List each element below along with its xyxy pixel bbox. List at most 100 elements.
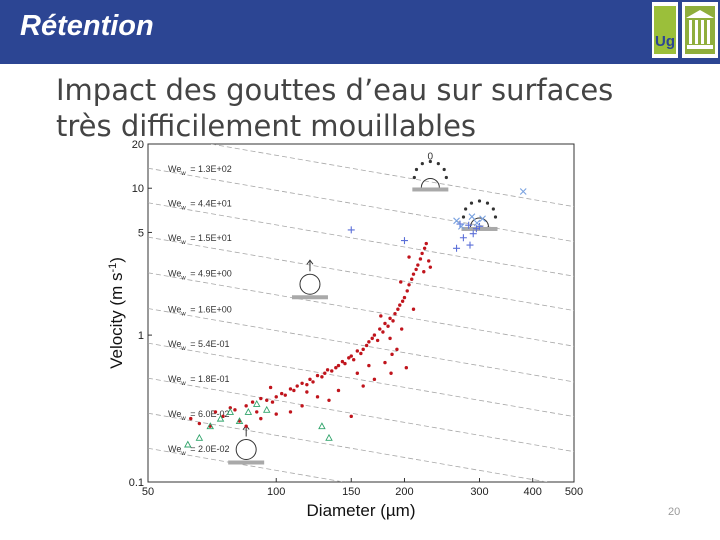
- data-point-s4-11: [325, 433, 333, 441]
- weber-line-10: [148, 447, 347, 482]
- data-point-s1-67: [428, 265, 433, 269]
- data-point-s1-24: [311, 380, 315, 384]
- data-point-s1-84: [379, 314, 383, 318]
- data-point-s1-57: [407, 283, 411, 287]
- y-tick-label-3: 5: [138, 227, 144, 239]
- weber-line-9: [148, 412, 550, 482]
- data-point-s1-6: [228, 406, 232, 410]
- data-point-s1-23: [308, 377, 312, 382]
- data-point-s1-68: [383, 360, 387, 365]
- plot-area: Wew = 3.9E+02 Wew = 1.3E+02 Wew = 4.4E+01 W…: [148, 136, 574, 482]
- weber-label-5: Wew = 4.9E+00: [168, 269, 232, 282]
- data-point-s1-9: [244, 404, 248, 408]
- data-point-s1-20: [295, 384, 299, 388]
- data-point-s4-2: [195, 433, 204, 441]
- data-point-s1-89: [305, 390, 309, 394]
- data-point-s1-37: [355, 349, 360, 353]
- x-tick-label-1: 50: [142, 486, 154, 498]
- data-point-s1-22: [305, 382, 309, 387]
- weber-label-9: Wew = 6.0E-02: [168, 409, 229, 422]
- data-point-s1-74: [336, 388, 341, 393]
- data-point-s1-34: [347, 356, 351, 360]
- x-tick-label-3: 150: [342, 486, 360, 498]
- data-point-s1-63: [420, 251, 424, 256]
- slide-title: Rétention: [20, 10, 154, 42]
- weber-label-4: Wew = 1.5E+01: [168, 233, 232, 246]
- data-point-s1-49: [388, 316, 392, 321]
- data-point-s1-94: [390, 352, 394, 357]
- velocity-diameter-chart: Wew = 3.9E+02 Wew = 1.3E+02 Wew = 4.4E+01 W…: [107, 136, 583, 520]
- data-point-s1-93: [367, 363, 371, 368]
- data-point-s1-26: [320, 375, 324, 379]
- weber-label-8: Wew = 1.8E-01: [168, 374, 229, 387]
- data-point-s1-72: [404, 365, 409, 370]
- data-point-s1-46: [381, 330, 385, 334]
- data-point-s3-4: [473, 219, 481, 227]
- data-point-s3-3: [468, 213, 476, 221]
- data-point-s2-6: [469, 230, 477, 238]
- data-point-s3-2: [457, 222, 465, 230]
- x-axis-label: Diameter (µm): [307, 501, 416, 520]
- data-point-s1-17: [283, 393, 287, 397]
- x-tick-label-7: 500: [565, 486, 583, 498]
- data-point-s1-40: [364, 343, 369, 348]
- data-point-s1-65: [424, 241, 428, 246]
- svg-text:Ug: Ug: [655, 33, 675, 50]
- data-point-s4-10: [318, 422, 326, 430]
- data-point-s1-82: [411, 307, 416, 311]
- data-point-s3-1: [453, 217, 460, 225]
- weber-line-6: [148, 308, 574, 383]
- data-point-s1-92: [355, 371, 360, 375]
- drop-sketch-label: 0: [428, 151, 434, 162]
- y-tick-label-2: 10: [132, 183, 144, 195]
- data-point-s1-85: [399, 280, 403, 284]
- data-point-s1-80: [349, 414, 353, 419]
- data-point-s1-19: [292, 388, 296, 393]
- data-point-s1-35: [349, 354, 353, 358]
- data-point-s1-77: [274, 412, 278, 416]
- weber-label-1: Wew = 3.9E+02: [168, 136, 232, 142]
- data-point-s1-13: [265, 398, 269, 402]
- data-point-s1-91: [268, 385, 273, 390]
- data-point-s1-2: [197, 421, 202, 426]
- x-tick-label-2: 100: [267, 486, 285, 498]
- page-number: 20: [668, 506, 681, 518]
- data-point-s1-12: [259, 396, 263, 401]
- data-point-s2-4: [459, 234, 467, 242]
- data-point-s4-7: [244, 407, 253, 415]
- data-point-s3-5: [479, 215, 486, 223]
- weber-line-4: [148, 236, 574, 311]
- data-point-s1-1: [189, 416, 193, 421]
- data-point-s1-56: [405, 289, 409, 293]
- data-point-s1-88: [327, 398, 331, 402]
- data-point-s1-4: [213, 410, 218, 414]
- y-tick-label-1: 20: [132, 139, 144, 151]
- x-tick-label-4: 200: [395, 486, 413, 498]
- data-point-s1-10: [250, 400, 255, 404]
- data-point-s1-79: [244, 424, 248, 428]
- data-point-s4-1: [184, 440, 192, 448]
- weber-line-3: [148, 202, 574, 277]
- weber-label-2: Wew = 1.3E+02: [168, 164, 232, 177]
- data-point-s1-31: [336, 363, 341, 368]
- data-point-s1-48: [386, 324, 390, 328]
- data-point-s1-15: [274, 395, 278, 399]
- weber-label-7: Wew = 5.4E-01: [168, 339, 229, 352]
- data-point-s1-36: [352, 358, 356, 362]
- data-point-s1-69: [389, 371, 393, 375]
- data-point-s1-25: [315, 373, 320, 378]
- data-point-s1-83: [388, 336, 392, 341]
- data-point-s1-55: [402, 295, 407, 300]
- weber-line-2: [148, 167, 574, 243]
- data-point-s1-45: [378, 327, 382, 331]
- data-point-s1-76: [300, 404, 304, 408]
- data-point-s1-5: [221, 414, 225, 419]
- subtitle-line-2: très difficilement mouillables: [56, 109, 477, 143]
- weber-line-7: [148, 342, 574, 417]
- data-point-s1-51: [393, 311, 397, 316]
- data-point-s1-58: [410, 277, 414, 281]
- data-point-s1-66: [427, 259, 431, 263]
- data-point-s1-11: [255, 410, 259, 414]
- data-point-s1-38: [359, 351, 363, 356]
- data-point-s4-6: [235, 417, 244, 424]
